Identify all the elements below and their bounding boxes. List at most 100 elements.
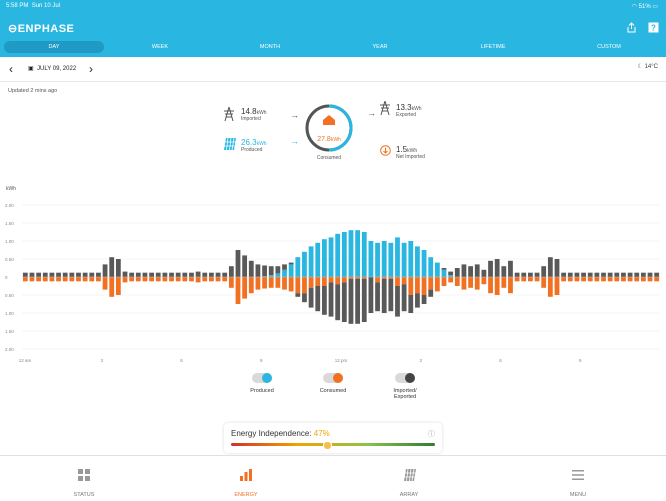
nav-array-label: ARRAY (399, 492, 419, 498)
exported-bar (375, 282, 380, 312)
hamburger-menu-icon (572, 468, 584, 480)
net-imported-metric: 1.5kWh Net Imported (396, 145, 425, 160)
imported-bar (574, 272, 580, 277)
consumed-bar (381, 277, 387, 279)
temperature: 14°C (644, 64, 658, 70)
imported-bar (282, 264, 287, 270)
energy-summary: 14.8kWh Imported → 26.3kWh Produced → 27… (0, 97, 666, 177)
nav-energy[interactable]: ENERGY (186, 456, 306, 501)
consumed-bar (96, 277, 101, 282)
consumed-bar (102, 277, 108, 290)
imported-bar (567, 272, 573, 277)
consumed-toggle-knob (333, 373, 343, 383)
consumed-bar (534, 277, 540, 282)
imported-bar (195, 271, 201, 277)
consumed-bar (115, 277, 121, 295)
y-tick-label: 1.00 (5, 239, 14, 244)
produced-bar (355, 230, 361, 277)
consumed-bar (541, 277, 547, 288)
tab-year[interactable]: YEAR (372, 44, 388, 50)
tab-custom[interactable]: CUSTOM (597, 44, 621, 50)
battery-percent: 51% (638, 4, 651, 10)
status-time: 5:58 PM (6, 3, 29, 9)
energy-independence-card[interactable]: Energy Independence: 47% ⓘ (224, 423, 442, 453)
nav-menu[interactable]: MENU (518, 456, 638, 501)
imported-bar (129, 272, 135, 277)
nav-status[interactable]: STATUS (24, 456, 144, 501)
consumed-bar (228, 277, 234, 288)
consumed-bar (109, 277, 115, 297)
consumed-bar (169, 277, 174, 282)
help-icon[interactable]: ? (648, 22, 660, 34)
imported-bar (621, 272, 626, 277)
consumed-toggle[interactable] (323, 373, 343, 383)
net-imported-unit: kWh (407, 148, 418, 154)
produced-bar (395, 237, 400, 277)
date-picker[interactable]: ▣ JULY 09, 2022 (28, 65, 76, 72)
consumed-bar (514, 277, 520, 282)
consumed-bar (587, 277, 593, 282)
net-imported-label: Net Imported (396, 154, 425, 160)
consumed-bar (395, 277, 400, 286)
y-tick-label: 1.50 (5, 329, 14, 334)
previous-date-button[interactable]: ‹ (9, 62, 13, 76)
consumed-bar (202, 277, 208, 282)
consumed-bar (69, 277, 75, 282)
consumed-bar (361, 277, 367, 279)
tab-month[interactable]: MONTH (259, 44, 281, 50)
imported-bar (448, 271, 454, 276)
consumed-bar (89, 277, 95, 282)
consumed-bar (355, 277, 361, 279)
info-icon[interactable]: ⓘ (428, 431, 435, 438)
imported-bar (554, 259, 560, 277)
legend-imported-exported[interactable]: Imported/ Exported (385, 373, 425, 413)
produced-bar (302, 251, 307, 277)
net-import-icon (380, 145, 391, 159)
x-tick-label: 9 (579, 358, 582, 363)
x-tick-label: 12 am (19, 358, 32, 363)
consumed-bar (547, 277, 553, 297)
consumed-bar (142, 277, 148, 282)
bottom-navigation: STATUS ENERGY ARRAY MENU (0, 455, 666, 501)
consumed-bar (408, 277, 414, 295)
legend-produced-label: Produced (250, 388, 274, 394)
consumed-bar (195, 277, 201, 283)
produced-toggle[interactable] (252, 373, 272, 383)
imported-bar (162, 272, 168, 277)
consumed-bar (288, 277, 294, 292)
exported-bar (315, 286, 321, 312)
produced-bar (288, 264, 294, 277)
exported-bar (335, 284, 341, 321)
consumed-bar (521, 277, 527, 282)
imported-bar (594, 272, 600, 277)
imported-value: 14.8 (241, 107, 257, 116)
produced-bar (268, 275, 274, 277)
consumed-bar (122, 277, 128, 283)
consumed-bar (554, 277, 560, 295)
y-tick-label: 1.50 (5, 221, 14, 226)
consumed-bar (601, 277, 606, 282)
imported-bar (494, 259, 500, 277)
imported-bar (607, 272, 613, 277)
produced-bar (368, 241, 374, 277)
share-icon[interactable] (626, 22, 638, 34)
imported-bar (634, 272, 640, 277)
imported-bar (248, 260, 254, 277)
legend-consumed[interactable]: Consumed (313, 373, 353, 413)
grid-squares-icon (78, 468, 90, 481)
imported-exported-toggle[interactable] (395, 373, 415, 383)
nav-array[interactable]: ARRAY (349, 456, 469, 501)
legend-produced[interactable]: Produced (242, 373, 282, 413)
imported-exported-toggle-knob (405, 373, 415, 383)
exported-bar (295, 293, 301, 297)
imported-bar (56, 272, 61, 277)
consumed-bar (501, 277, 507, 288)
next-date-button[interactable]: › (89, 62, 93, 76)
x-tick-label: 6 (180, 358, 183, 363)
consumed-bar (647, 277, 653, 282)
tab-week[interactable]: WEEK (151, 44, 169, 50)
tab-lifetime[interactable]: LIFETIME (480, 44, 506, 50)
imported-bar (488, 260, 493, 277)
tab-day[interactable]: DAY (4, 41, 104, 53)
legend-consumed-label: Consumed (319, 388, 347, 394)
